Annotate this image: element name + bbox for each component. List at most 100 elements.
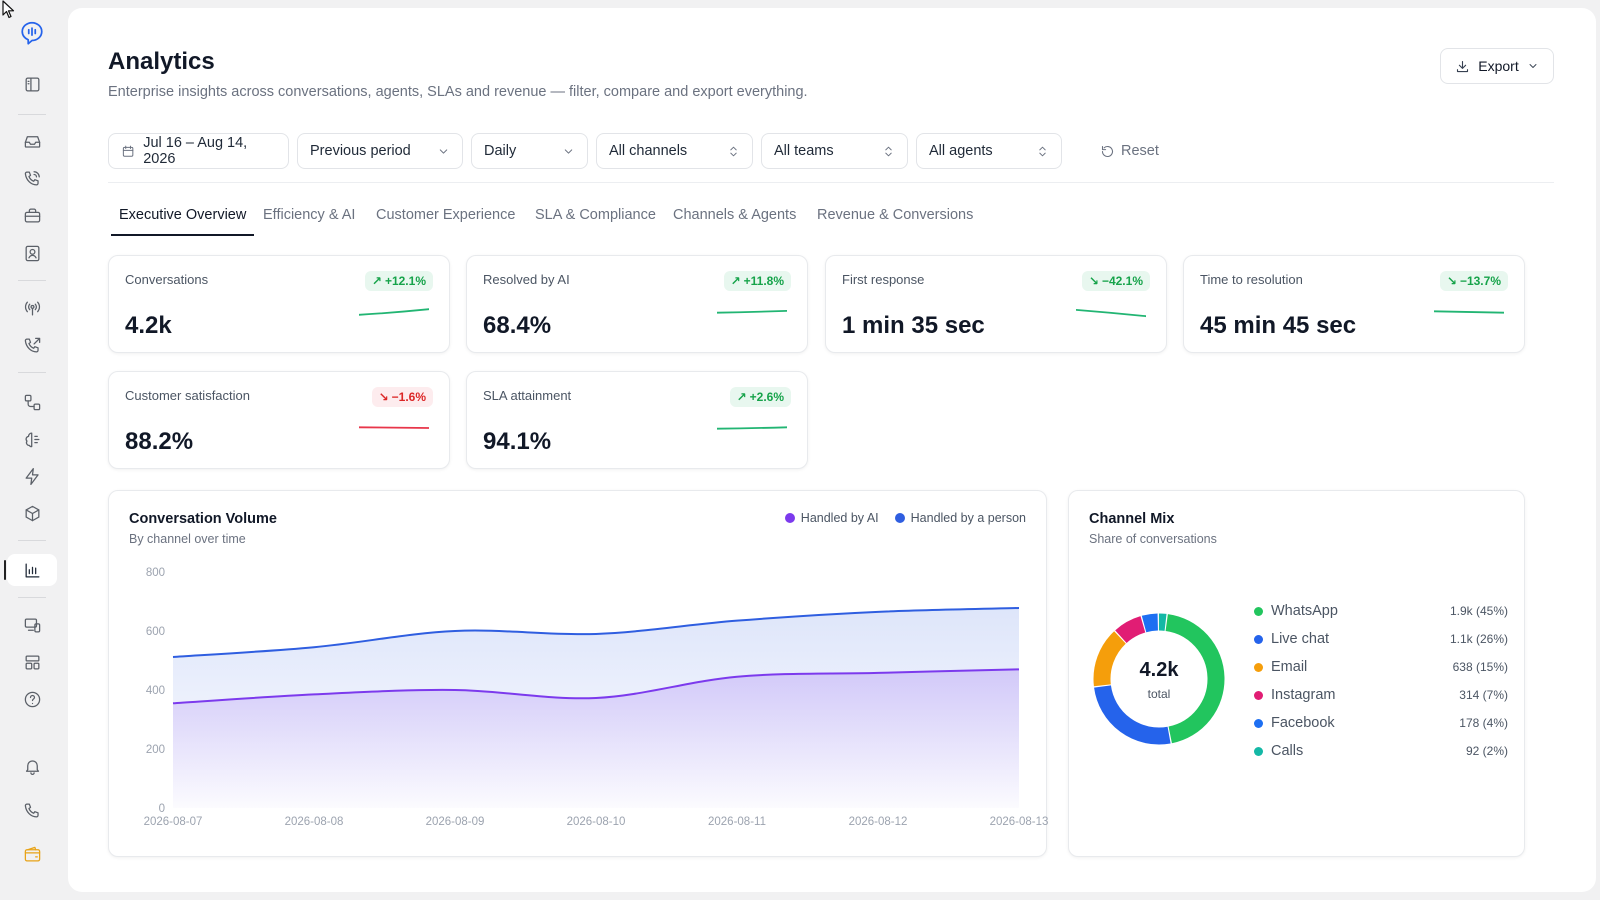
- channel-row-instagram[interactable]: Instagram 314 (7%): [1254, 685, 1508, 705]
- chart-title: Channel Mix: [1089, 511, 1175, 527]
- main-panel: Analytics Enterprise insights across con…: [68, 8, 1596, 892]
- legend-item-ai[interactable]: Handled by AI: [784, 511, 879, 525]
- legend-dot: [1254, 606, 1263, 616]
- sidebar-separator: [18, 597, 46, 598]
- chevron-updown-icon: [1036, 145, 1049, 158]
- tab-sla-compliance[interactable]: SLA & Compliance: [535, 207, 656, 223]
- x-tick-label: 2026-08-08: [285, 816, 344, 828]
- kpi-delta-badge: ↘ −1.6%: [371, 387, 433, 407]
- teams-select[interactable]: All teams: [761, 133, 908, 169]
- granularity-value: Daily: [484, 143, 517, 159]
- kpi-sparkline: [717, 309, 787, 314]
- compare-select[interactable]: Previous period: [297, 133, 463, 169]
- channel-mix-donut[interactable]: [1089, 609, 1229, 749]
- legend-dot: [1254, 634, 1263, 644]
- date-range-picker[interactable]: Jul 16 – Aug 14, 2026: [108, 133, 289, 169]
- channel-row-calls[interactable]: Calls 92 (2%): [1254, 741, 1508, 761]
- panel-icon[interactable]: [14, 68, 50, 100]
- kpi-value: 4.2k: [125, 312, 172, 339]
- wallet-icon[interactable]: [14, 838, 50, 870]
- kpi-label: Time to resolution: [1200, 272, 1303, 287]
- channel-row-whatsapp[interactable]: WhatsApp 1.9k (45%): [1254, 601, 1508, 621]
- channels-select[interactable]: All channels: [596, 133, 753, 169]
- phone-call-icon[interactable]: [14, 162, 50, 194]
- sparkline-path: [717, 309, 787, 314]
- phone-outgoing-icon[interactable]: [14, 329, 50, 361]
- channel-row-live-chat[interactable]: Live chat 1.1k (26%): [1254, 629, 1508, 649]
- arrow-down-right-icon: ↘: [1088, 274, 1099, 288]
- conversation-volume-card: Conversation Volume By channel over time…: [108, 490, 1048, 858]
- logo-icon[interactable]: [14, 17, 50, 49]
- contacts-icon[interactable]: [14, 237, 50, 269]
- legend-dot: [1254, 718, 1263, 728]
- kpi-label: Resolved by AI: [483, 272, 570, 287]
- kpi-card[interactable]: Time to resolution ↘ −13.7% 45 min 45 sec: [1183, 255, 1525, 353]
- kpi-sparkline: [717, 426, 787, 430]
- date-range-value: Jul 16 – Aug 14, 2026: [143, 135, 248, 167]
- teams-value: All teams: [774, 143, 834, 159]
- donut-slice-instagram[interactable]: [1115, 616, 1146, 644]
- export-button[interactable]: Export: [1440, 48, 1554, 84]
- lightning-icon[interactable]: [14, 460, 50, 492]
- sidebar-separator: [18, 114, 46, 115]
- reset-button[interactable]: Reset: [1100, 138, 1159, 164]
- help-icon[interactable]: [14, 683, 50, 715]
- y-tick-label: 200: [146, 744, 165, 756]
- granularity-select[interactable]: Daily: [471, 133, 588, 169]
- channel-row-facebook[interactable]: Facebook 178 (4%): [1254, 713, 1508, 733]
- package-icon[interactable]: [14, 497, 50, 529]
- tab-executive-overview[interactable]: Executive Overview: [111, 204, 255, 236]
- tab-channels-agents[interactable]: Channels & Agents: [673, 207, 797, 223]
- legend-item-person[interactable]: Handled by a person: [894, 511, 1026, 525]
- tab-customer-experience[interactable]: Customer Experience: [376, 207, 516, 223]
- reset-label: Reset: [1121, 143, 1159, 159]
- series-line-0[interactable]: [172, 606, 1020, 658]
- analytics-icon[interactable]: [4, 554, 57, 586]
- agents-select[interactable]: All agents: [916, 133, 1062, 169]
- kpi-card[interactable]: SLA attainment ↗ +2.6% 94.1%: [466, 371, 808, 469]
- sparkline-path: [1076, 309, 1146, 318]
- kpi-label: Conversations: [125, 272, 209, 287]
- tab-revenue-conversions[interactable]: Revenue & Conversions: [817, 207, 974, 223]
- inbox-icon[interactable]: [14, 125, 50, 157]
- kpi-card[interactable]: Conversations ↗ +12.1% 4.2k: [108, 255, 450, 353]
- compare-value: Previous period: [310, 143, 411, 159]
- kpi-delta-badge: ↘ −13.7%: [1439, 271, 1508, 291]
- kpi-label: First response: [842, 272, 925, 287]
- phone-icon[interactable]: [14, 794, 50, 826]
- kpi-card[interactable]: Customer satisfaction ↘ −1.6% 88.2%: [108, 371, 450, 469]
- conversation-volume-chart[interactable]: 0 200 400 600 800 2026-08-07 2026-08-08 2026-08…: [109, 491, 1048, 858]
- sidebar-separator: [18, 372, 46, 373]
- kpi-sparkline: [1076, 309, 1146, 318]
- workflow-icon[interactable]: [14, 386, 50, 418]
- kpi-value: 94.1%: [483, 428, 552, 455]
- kpi-value: 45 min 45 sec: [1200, 312, 1357, 339]
- y-tick-label: 0: [159, 803, 165, 815]
- kpi-sparkline: [359, 426, 429, 429]
- x-tick-label: 2026-08-09: [426, 816, 485, 828]
- channels-value: All channels: [609, 143, 688, 159]
- kpi-card[interactable]: First response ↘ −42.1% 1 min 35 sec: [825, 255, 1167, 353]
- kpi-sparkline: [1434, 310, 1504, 314]
- donut-slice-facebook[interactable]: [1141, 613, 1159, 633]
- devices-icon[interactable]: [14, 609, 50, 641]
- donut-slice-email[interactable]: [1093, 631, 1127, 687]
- export-label: Export: [1478, 58, 1519, 74]
- kpi-label: Customer satisfaction: [125, 388, 250, 403]
- arrow-down-right-icon: ↘: [1446, 274, 1457, 288]
- legend-dot: [1254, 690, 1263, 700]
- reset-icon: [1100, 144, 1115, 159]
- channel-mix-card: Channel Mix Share of conversations 4.2k …: [1068, 490, 1525, 857]
- ai-brain-icon[interactable]: [14, 423, 50, 455]
- donut-slice-whatsapp[interactable]: [1165, 614, 1225, 744]
- briefcase-icon[interactable]: [14, 199, 50, 231]
- broadcast-icon[interactable]: [14, 292, 50, 324]
- series-line-1[interactable]: [172, 668, 1020, 705]
- legend-dot: [894, 513, 905, 523]
- bell-icon[interactable]: [14, 750, 50, 782]
- tab-efficiency-ai[interactable]: Efficiency & AI: [263, 207, 356, 223]
- donut-slice-live-chat[interactable]: [1094, 685, 1171, 745]
- channel-row-email[interactable]: Email 638 (15%): [1254, 657, 1508, 677]
- layout-icon[interactable]: [14, 646, 50, 678]
- kpi-card[interactable]: Resolved by AI ↗ +11.8% 68.4%: [466, 255, 808, 353]
